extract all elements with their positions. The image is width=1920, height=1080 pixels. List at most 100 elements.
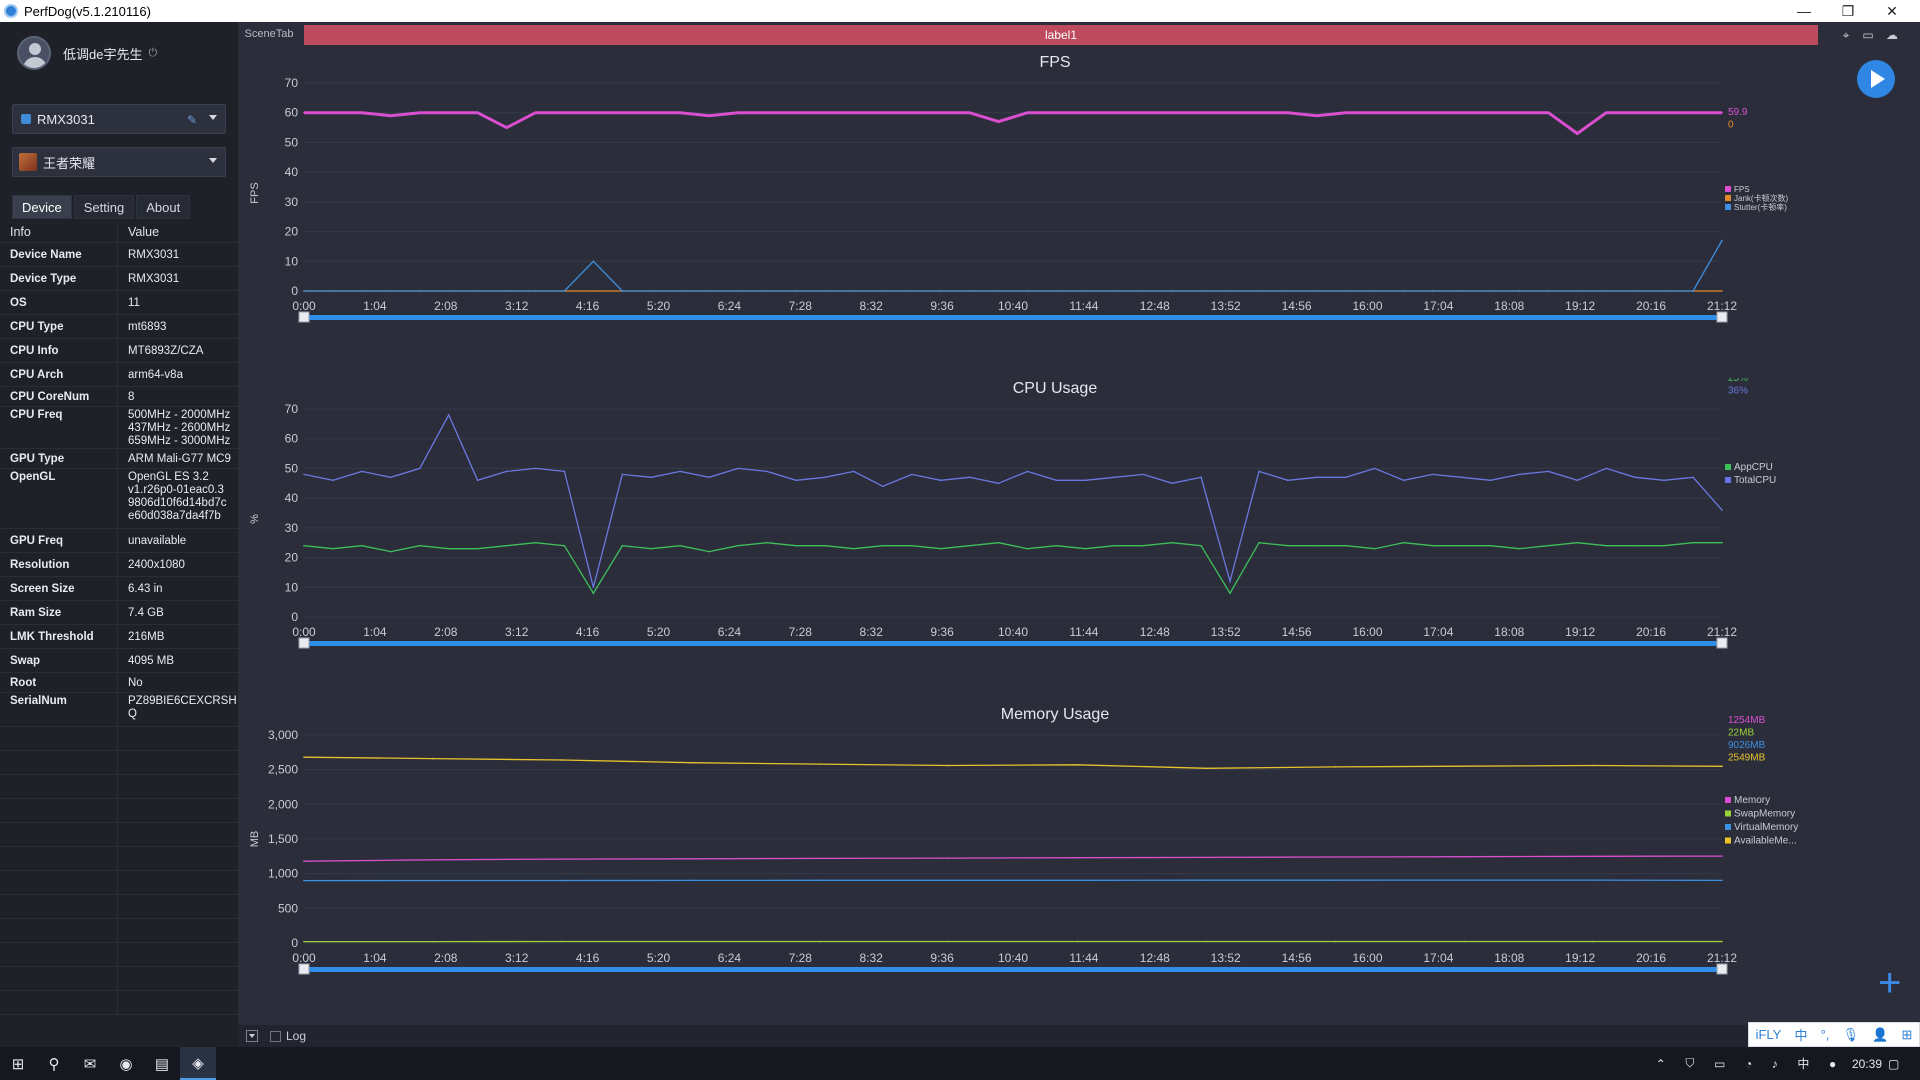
data-point [332,111,334,114]
range-slider-handle-right[interactable] [1716,963,1728,975]
file-explorer-icon[interactable]: ▤ [154,1055,170,1073]
data-point [1605,290,1608,292]
clock[interactable]: 20:39 [1852,1056,1883,1071]
search-icon[interactable]: ⚲ [48,1055,60,1073]
power-icon[interactable]: ⏻ [148,46,158,59]
data-point [1142,473,1145,476]
data-point [795,290,797,292]
data-point [534,541,537,544]
restore-button[interactable]: ❐ [1841,2,1855,19]
chevron-up-icon[interactable]: ⌃ [1655,1056,1666,1071]
range-slider-handle-right[interactable] [1716,637,1728,649]
data-point [1076,764,1079,766]
ime-item[interactable]: 🎙 [1842,1026,1860,1042]
x-tick-label: 9:36 [930,951,954,965]
x-tick-label: 8:32 [860,625,884,639]
minimize-button[interactable]: — [1797,3,1811,19]
cloud-icon[interactable]: ☁ [1886,28,1898,42]
scene-tab[interactable]: SceneTab [244,28,294,40]
info-key-empty [0,775,118,798]
range-slider-handle-left[interactable] [298,637,310,649]
ime-item[interactable]: °, [1820,1027,1830,1042]
data-point [303,940,305,943]
notification-icon[interactable]: ▢ [1888,1056,1900,1071]
x-tick-label: 6:24 [718,951,742,965]
current-value-label: 25% [1728,378,1748,384]
data-point [1258,541,1260,544]
ime-item[interactable]: iFLY [1755,1027,1782,1042]
ime-item[interactable]: ⊞ [1901,1026,1913,1042]
collapse-icon[interactable] [246,1030,258,1042]
data-point [824,290,826,292]
tab-about[interactable]: About [136,195,191,219]
x-tick-label: 9:36 [930,625,954,639]
ime-item[interactable]: 中 [1794,1028,1808,1043]
info-table-header: Info Value [0,221,238,243]
data-point [824,111,826,114]
x-tick-label: 18:08 [1494,951,1524,965]
tab-setting[interactable]: Setting [73,195,135,219]
close-button[interactable]: ✕ [1886,2,1898,19]
add-chart-button[interactable]: + [1878,961,1902,1005]
game-icon [19,153,37,171]
data-point [818,879,821,882]
device-select[interactable]: RMX3031 ✎ [12,104,226,134]
x-tick-label: 6:24 [718,299,742,313]
y-tick-label: 60 [285,432,299,446]
data-point [1316,476,1318,479]
windows-start-icon[interactable]: ⊞ [11,1055,25,1073]
x-tick-label: 19:12 [1565,625,1595,639]
data-point [881,111,884,114]
data-point [561,879,563,882]
series-line-totalcpu [303,413,1723,588]
tab-device[interactable]: Device [12,195,72,219]
ime-ball-icon[interactable]: ● [1828,1056,1837,1071]
mail-app-icon[interactable]: ✉ [83,1055,97,1073]
data-point [561,940,563,943]
chevron-down-icon [209,158,217,163]
data-point [1113,290,1116,292]
legend-swatch [1725,477,1731,483]
shield-icon[interactable]: ⛉ [1685,1056,1695,1070]
data-point [1402,541,1405,544]
data-point [1489,290,1492,292]
perfdog-taskbar-icon[interactable]: ◈ [180,1047,216,1080]
data-point [1142,111,1145,114]
data-point [881,290,884,292]
data-point [1205,940,1208,943]
chrome-icon[interactable]: ◉ [119,1055,133,1073]
avatar[interactable] [17,36,51,70]
range-slider-handle-left[interactable] [298,311,310,323]
play-button[interactable] [1857,60,1895,98]
current-value-label: 22MB [1728,728,1754,739]
range-slider-handle-right[interactable] [1716,311,1728,323]
battery-icon[interactable]: ▭ [1714,1056,1726,1071]
folder-icon[interactable]: ▭ [1862,28,1874,42]
data-point [476,290,479,292]
info-header-value: Value [128,224,160,239]
left-panel: 低调de宇先生 ⏻ RMX3031 ✎ 王者荣耀 Device Setting … [0,22,238,1047]
location-icon[interactable]: ⌖ [1842,27,1850,42]
wifi-icon[interactable]: ◔ [1744,1056,1753,1071]
series-line-availableme [303,756,1723,769]
y-tick-label: 30 [285,521,299,535]
x-tick-label: 11:44 [1069,299,1098,313]
volume-icon[interactable]: ♪ [1771,1056,1778,1071]
info-value: 7.4 GB [128,606,164,619]
legend-label: AvailableMe... [1734,836,1797,847]
x-tick-label: 3:12 [505,625,529,639]
y-tick-label: 50 [285,461,299,475]
scene-label-bar[interactable]: label1 [304,25,1818,45]
log-checkbox[interactable] [270,1030,281,1042]
app-select[interactable]: 王者荣耀 [12,147,226,177]
range-slider-handle-left[interactable] [298,963,310,975]
data-point [1344,111,1347,114]
ime-indicator[interactable]: 中 [1797,1057,1810,1071]
data-point [737,467,739,470]
ime-item[interactable]: 👤 [1872,1026,1889,1042]
data-point [505,470,508,473]
edit-icon[interactable]: ✎ [186,113,197,127]
series-line-virtualmemory [303,879,1723,882]
chevron-down-icon [209,115,217,120]
data-point [1200,111,1202,114]
